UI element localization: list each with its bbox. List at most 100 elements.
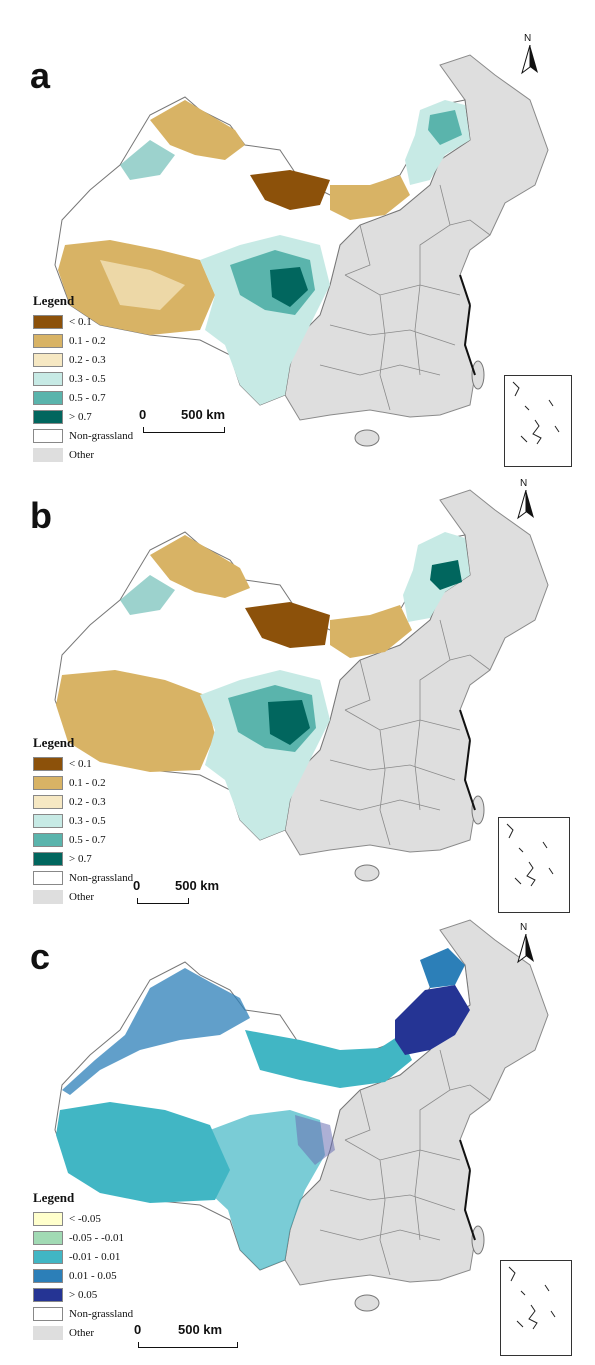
legend-swatch — [33, 1249, 63, 1264]
legend-label: < -0.05 — [69, 1212, 101, 1225]
province-boundaries — [319, 1049, 491, 1276]
north-label: N — [520, 922, 528, 933]
legend-swatch — [33, 1211, 63, 1226]
legend-item: < -0.05 — [33, 1209, 133, 1228]
trend-class-0.01-0.05 — [295, 1115, 335, 1165]
trend-class-gt-0.05 — [395, 985, 470, 1055]
panel-label-a: a — [30, 55, 51, 96]
map-panel-a: a Legend < 0.1 0.1 - 0.2 0.2 - 0.3 — [0, 33, 595, 500]
legend-swatch — [33, 371, 63, 386]
legend-swatch — [33, 447, 63, 462]
legend-label: > 0.7 — [69, 410, 92, 423]
legend-swatch — [33, 851, 63, 866]
coastline — [459, 1139, 476, 1241]
north-arrow-icon — [521, 45, 538, 75]
scale-bar: 0 500 km — [139, 407, 263, 437]
legend-item: 0.01 - 0.05 — [33, 1266, 133, 1285]
legend-item: Other — [33, 1323, 133, 1342]
legend-swatch — [33, 352, 63, 367]
scale-line — [138, 1342, 238, 1348]
grassland-class-0.3-0.5 — [120, 575, 175, 615]
grassland-class-0.2-0.3 — [100, 260, 185, 310]
inset-map — [512, 381, 560, 445]
legend-label: 0.2 - 0.3 — [69, 353, 106, 366]
grassland-class-0.5-0.7 — [428, 110, 462, 145]
legend-swatch — [33, 1287, 63, 1302]
legend-item: > 0.7 — [33, 407, 133, 426]
legend-item: -0.01 - 0.01 — [33, 1247, 133, 1266]
legend-label: 0.01 - 0.05 — [69, 1269, 117, 1282]
legend-item: Non-grassland — [33, 868, 133, 887]
legend-item: 0.2 - 0.3 — [33, 792, 133, 811]
scale-bar: 0 500 km — [134, 1322, 258, 1352]
hainan-island — [354, 864, 380, 882]
legend-item: Non-grassland — [33, 1304, 133, 1323]
legend-item: > 0.05 — [33, 1285, 133, 1304]
coastline — [459, 274, 476, 376]
panel-label-b: b — [30, 495, 52, 536]
grassland-class-0.1-0.2 — [330, 175, 410, 220]
grassland-class-gt-0.7 — [430, 560, 462, 590]
map-panel-b: b Legend < 0.1 0.1 - 0.2 0.2 - 0.3 0.3 -… — [0, 478, 595, 935]
legend-swatch — [33, 409, 63, 424]
grassland-class-0.1-0.2 — [150, 535, 250, 598]
north-arrow: N — [514, 922, 538, 964]
province-boundaries — [319, 619, 491, 846]
legend-label: > 0.7 — [69, 852, 92, 865]
legend-label: < 0.1 — [69, 315, 92, 328]
legend-item: 0.5 - 0.7 — [33, 830, 133, 849]
legend-label: 0.1 - 0.2 — [69, 334, 106, 347]
legend-label: Non-grassland — [69, 871, 134, 884]
scale-label-distance: 500 km — [178, 1322, 223, 1337]
scale-label-zero: 0 — [139, 407, 147, 422]
legend-item: 0.1 - 0.2 — [33, 773, 133, 792]
scale-line — [143, 427, 225, 433]
legend-title: Legend — [33, 735, 75, 750]
legend-label: 0.1 - 0.2 — [69, 776, 106, 789]
legend-label: 0.2 - 0.3 — [69, 795, 106, 808]
north-arrow-icon — [517, 490, 534, 520]
legend-label: 0.5 - 0.7 — [69, 391, 106, 404]
taiwan-island — [471, 795, 485, 825]
trend-class-0.01-0.05 — [62, 968, 250, 1095]
legend-swatch — [33, 390, 63, 405]
legend-label: Other — [69, 1326, 95, 1339]
grassland-class-0.1-0.2 — [330, 605, 412, 658]
legend-item: 0.1 - 0.2 — [33, 331, 133, 350]
north-label: N — [520, 478, 528, 489]
grassland-trend-map-c — [54, 919, 549, 1312]
scale-bar: 0 500 km — [133, 878, 257, 908]
legend-item: 0.3 - 0.5 — [33, 369, 133, 388]
legend-swatch — [33, 813, 63, 828]
legend-swatch — [33, 775, 63, 790]
grassland-class-gt-0.7 — [270, 267, 308, 307]
grassland-class-0.1-0.2 — [56, 670, 215, 772]
legend-label: Non-grassland — [69, 1307, 134, 1320]
legend-label: 0.5 - 0.7 — [69, 833, 106, 846]
legend-swatch — [33, 1306, 63, 1321]
north-arrow: N — [514, 478, 538, 520]
legend-swatch — [33, 756, 63, 771]
grassland-class-gt-0.7 — [268, 700, 310, 745]
legend-label: Other — [69, 448, 95, 461]
north-label: N — [524, 33, 532, 44]
legend: Legend < -0.05 -0.05 - -0.01 -0.01 - 0.0… — [33, 1190, 133, 1342]
legend-item: Non-grassland — [33, 426, 133, 445]
panel-label-c: c — [30, 936, 51, 977]
grassland-map-b — [54, 489, 549, 882]
grassland-map-a — [54, 54, 549, 447]
scale-label-distance: 500 km — [175, 878, 220, 893]
legend-item: Other — [33, 887, 133, 906]
legend-label: > 0.05 — [69, 1288, 98, 1301]
taiwan-island — [471, 1225, 485, 1255]
scale-label-zero: 0 — [134, 1322, 142, 1337]
grassland-class-0.1-0.2 — [150, 100, 245, 160]
legend-swatch — [33, 1230, 63, 1245]
legend-item: Other — [33, 445, 133, 464]
map-panel-c: c Legend < -0.05 -0.05 - -0.01 -0.01 - 0… — [0, 910, 595, 1365]
legend-label: Other — [69, 890, 95, 903]
legend-item: 0.5 - 0.7 — [33, 388, 133, 407]
legend-swatch — [33, 794, 63, 809]
legend-label: Non-grassland — [69, 429, 134, 442]
legend-swatch — [33, 832, 63, 847]
